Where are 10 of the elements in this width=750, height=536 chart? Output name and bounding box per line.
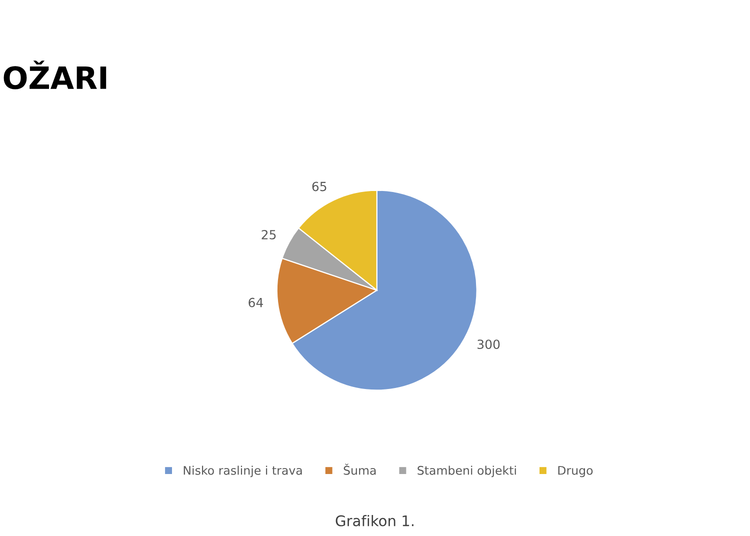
legend-label: Šuma: [344, 464, 376, 475]
data-label: 300: [478, 340, 500, 350]
legend-label: Drugo: [558, 466, 593, 478]
legend-label: Nisko raslinje i trava: [184, 466, 302, 478]
data-label: 64: [248, 298, 263, 308]
chart-title: OŽARI: [4, 60, 106, 90]
data-label: 25: [262, 230, 276, 240]
legend-label: Stambeni objekti: [418, 466, 516, 478]
text: Grafikon 1.: [336, 515, 414, 526]
data-label: 65: [312, 182, 326, 192]
